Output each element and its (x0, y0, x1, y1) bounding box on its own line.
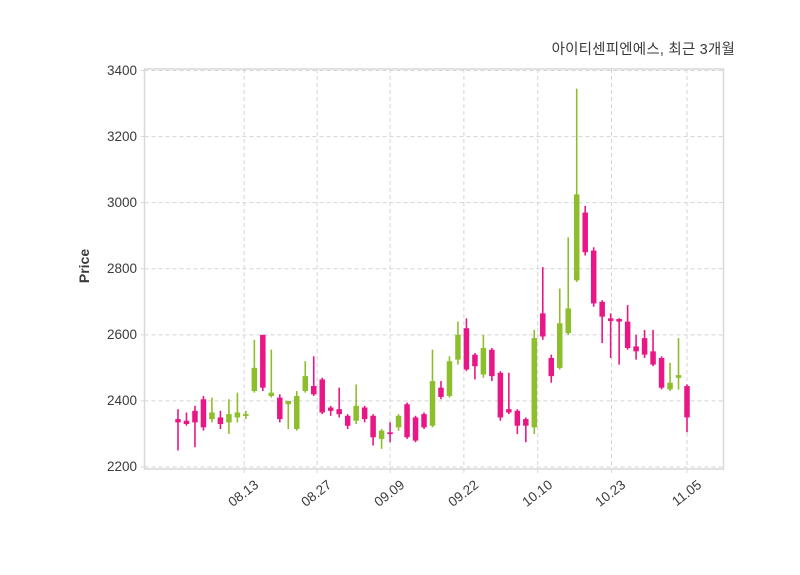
candle-body-down (438, 387, 444, 397)
candle-body-up (234, 412, 241, 418)
candle-body-down (217, 417, 224, 425)
candle-body-down (472, 354, 478, 367)
candle-body-up (573, 194, 580, 281)
candle-body-up (302, 376, 308, 392)
candle-body-up (209, 412, 215, 420)
candle-body-up (565, 308, 571, 334)
candle-body-down (277, 397, 283, 420)
candle-body-down (260, 334, 266, 388)
candle-body-down (506, 409, 512, 413)
y-tick-label: 2400 (106, 392, 137, 408)
candle-body-up (556, 323, 563, 368)
candle-body-up (378, 430, 385, 439)
y-tick-label: 3200 (106, 128, 137, 144)
candle-body-up (429, 381, 436, 426)
candle-body-up (243, 414, 249, 416)
candle-body-up (667, 382, 673, 390)
candle-body-down (336, 409, 342, 415)
y-tick-label: 2800 (106, 260, 137, 276)
candle-body-down (514, 410, 521, 426)
candle-body-down (361, 407, 368, 420)
candle-body-down (404, 404, 410, 438)
candle-body-up (251, 367, 258, 392)
candle-body-down (421, 414, 427, 428)
y-tick-label: 2600 (106, 326, 137, 342)
candle-body-down (548, 357, 555, 377)
candle-body-up (294, 395, 300, 430)
candle-body-down (523, 419, 529, 426)
candle-body-down (192, 410, 198, 423)
plot-border (143, 68, 725, 470)
candle-body-down (344, 415, 351, 426)
candle-body-down (463, 328, 470, 370)
candle-body-down (658, 357, 665, 388)
candle-body-down (412, 417, 419, 441)
candle-body-down (183, 420, 190, 425)
candle-body-down (327, 407, 334, 411)
candle-body-up (395, 415, 402, 428)
candle-body-down (582, 212, 588, 253)
candle-body-down (641, 338, 648, 355)
candle-body-down (175, 419, 181, 423)
candle-body-up (353, 405, 359, 421)
candle-body-down (590, 250, 597, 304)
candle-body-up (675, 375, 682, 378)
candle-body-down (370, 415, 376, 438)
y-tick-label: 2200 (106, 459, 137, 474)
candle-body-down (633, 346, 639, 352)
y-tick-label: 3000 (106, 194, 137, 210)
candle-body-down (387, 432, 393, 435)
candle-body-up (285, 400, 292, 405)
candle-body-up (455, 334, 461, 360)
y-tick-label: 3400 (106, 62, 137, 78)
chart-title: 아이티센피엔에스, 최근 3개월 (551, 42, 735, 58)
candle-body-down (489, 349, 495, 377)
candle-body-down (540, 313, 546, 337)
candle-body-down (650, 351, 656, 365)
candle-body-up (480, 348, 487, 375)
candle-body-down (624, 321, 631, 349)
candle-body-down (319, 379, 325, 413)
candle-body-down (497, 372, 504, 418)
candle-body-down (607, 318, 614, 321)
candle-body-down (599, 301, 605, 317)
candle-body-up (226, 414, 232, 423)
candle-body-up (268, 392, 275, 396)
candle-body-down (200, 399, 207, 428)
candle-body-up (531, 338, 538, 428)
candle-body-up (446, 361, 453, 396)
candle-body-down (616, 318, 622, 322)
candle-body-down (310, 386, 317, 395)
candle-body-down (684, 386, 690, 418)
